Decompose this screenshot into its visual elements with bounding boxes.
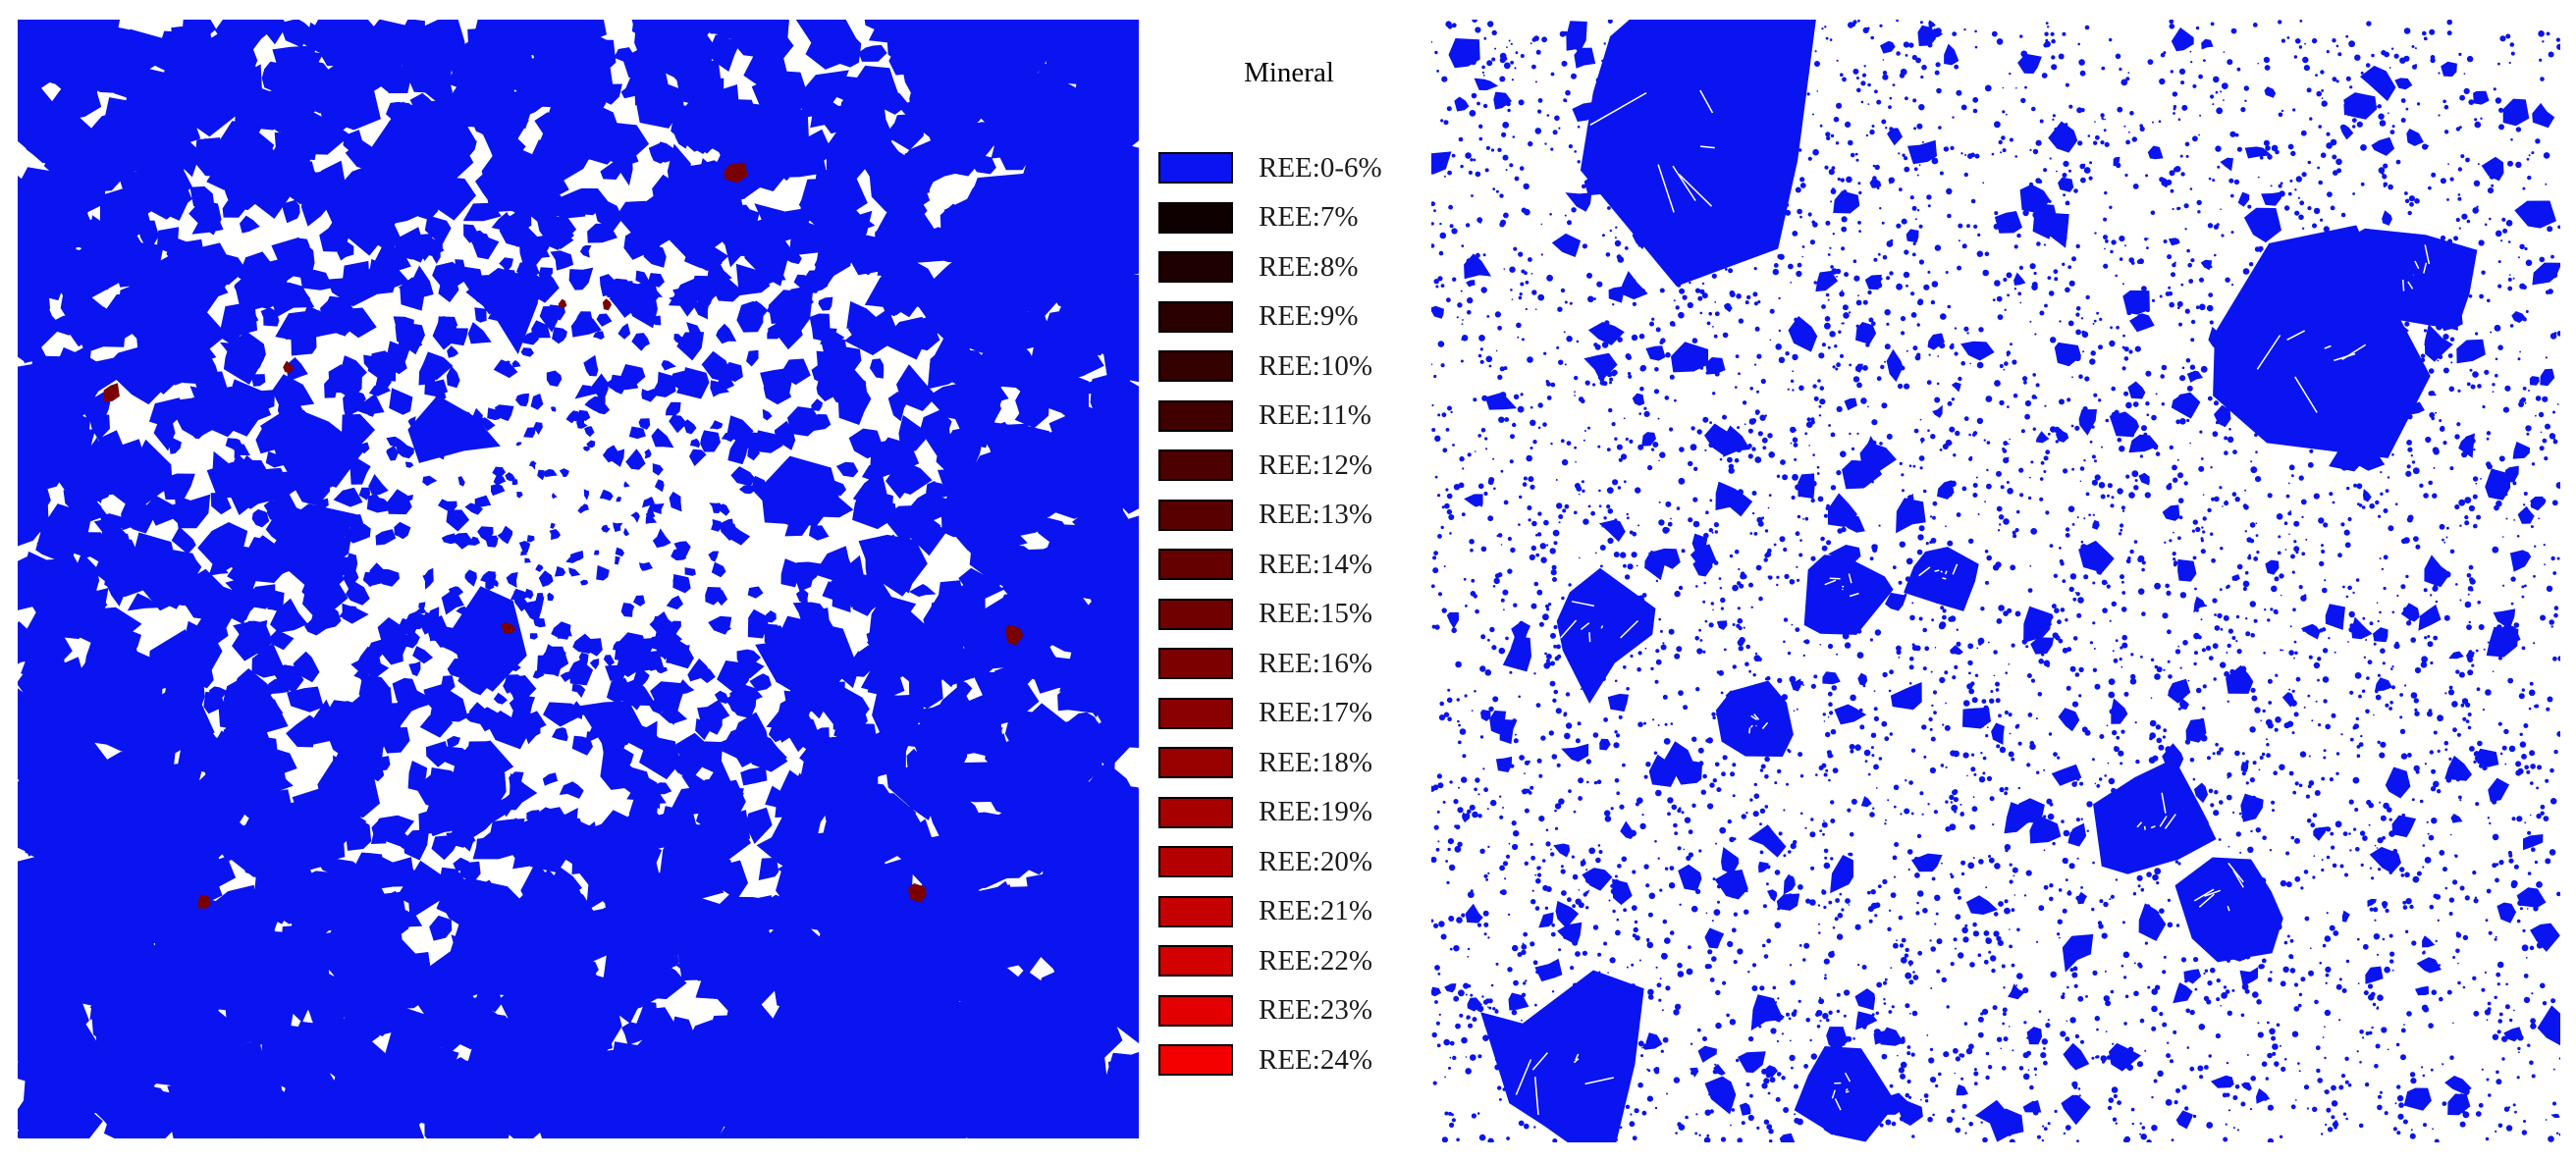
legend-item: REE:15%: [1158, 590, 1382, 640]
legend-label: REE:13%: [1259, 499, 1372, 531]
legend-item: REE:24%: [1158, 1035, 1382, 1085]
mineral-map-right-image: [1431, 20, 2560, 1142]
legend-swatch: [1158, 350, 1233, 383]
legend-label: REE:17%: [1259, 697, 1372, 729]
legend-item: REE:10%: [1158, 342, 1382, 392]
legend-swatch: [1158, 895, 1233, 927]
legend-item: REE:0-6%: [1158, 143, 1382, 193]
legend-label: REE:18%: [1259, 746, 1372, 778]
legend-item: REE:21%: [1158, 887, 1382, 937]
legend-swatch: [1158, 598, 1233, 630]
mineral-map-left: [18, 20, 1139, 1138]
legend-title: Mineral: [1244, 57, 1334, 88]
legend-swatch: [1158, 846, 1233, 878]
legend-swatch: [1158, 251, 1233, 284]
legend-item: REE:7%: [1158, 193, 1382, 243]
legend-item: REE:8%: [1158, 242, 1382, 292]
legend-swatch: [1158, 648, 1233, 680]
legend-swatch: [1158, 499, 1233, 531]
legend-item: REE:14%: [1158, 540, 1382, 590]
legend-item: REE:17%: [1158, 689, 1382, 739]
legend-swatch: [1158, 747, 1233, 779]
legend-list: REE:0-6% REE:7% REE:8% REE:9% REE:10% REE:11%…: [1158, 143, 1382, 1085]
legend-label: REE:7%: [1259, 201, 1359, 234]
legend-item: REE:11%: [1158, 392, 1382, 442]
legend-swatch: [1158, 449, 1233, 482]
legend-label: REE:20%: [1259, 845, 1372, 877]
legend-swatch: [1158, 399, 1233, 432]
legend-label: REE:23%: [1259, 994, 1372, 1027]
legend-label: REE:19%: [1259, 796, 1372, 828]
legend-swatch: [1158, 1044, 1233, 1077]
legend-item: REE:19%: [1158, 788, 1382, 838]
legend-swatch: [1158, 201, 1233, 234]
mineral-map-left-image: [18, 20, 1139, 1138]
legend-item: REE:22%: [1158, 936, 1382, 986]
legend-swatch: [1158, 300, 1233, 333]
legend-label: REE:14%: [1259, 548, 1372, 580]
legend-item: REE:23%: [1158, 986, 1382, 1036]
legend-label: REE:9%: [1259, 300, 1359, 333]
legend-label: REE:12%: [1259, 449, 1372, 481]
legend-swatch: [1158, 994, 1233, 1027]
legend-item: REE:18%: [1158, 738, 1382, 788]
legend-swatch: [1158, 697, 1233, 729]
legend-label: REE:10%: [1259, 349, 1372, 382]
legend-label: REE:24%: [1259, 1043, 1372, 1076]
legend-label: REE:8%: [1259, 250, 1359, 283]
legend-label: REE:0-6%: [1259, 151, 1382, 184]
mineral-legend: Mineral REE:0-6% REE:7% REE:8% REE:9% REE:10…: [1147, 20, 1431, 1138]
legend-item: REE:20%: [1158, 837, 1382, 887]
legend-item: REE:9%: [1158, 292, 1382, 343]
legend-swatch: [1158, 945, 1233, 977]
legend-label: REE:15%: [1259, 598, 1372, 630]
legend-label: REE:11%: [1259, 399, 1371, 432]
legend-item: REE:16%: [1158, 639, 1382, 689]
legend-item: REE:12%: [1158, 441, 1382, 491]
legend-label: REE:16%: [1259, 647, 1372, 679]
legend-swatch: [1158, 796, 1233, 828]
mineral-map-right: [1431, 20, 2560, 1142]
legend-swatch: [1158, 549, 1233, 581]
legend-item: REE:13%: [1158, 491, 1382, 541]
legend-swatch: [1158, 152, 1233, 185]
legend-label: REE:21%: [1259, 895, 1372, 927]
legend-label: REE:22%: [1259, 944, 1372, 977]
